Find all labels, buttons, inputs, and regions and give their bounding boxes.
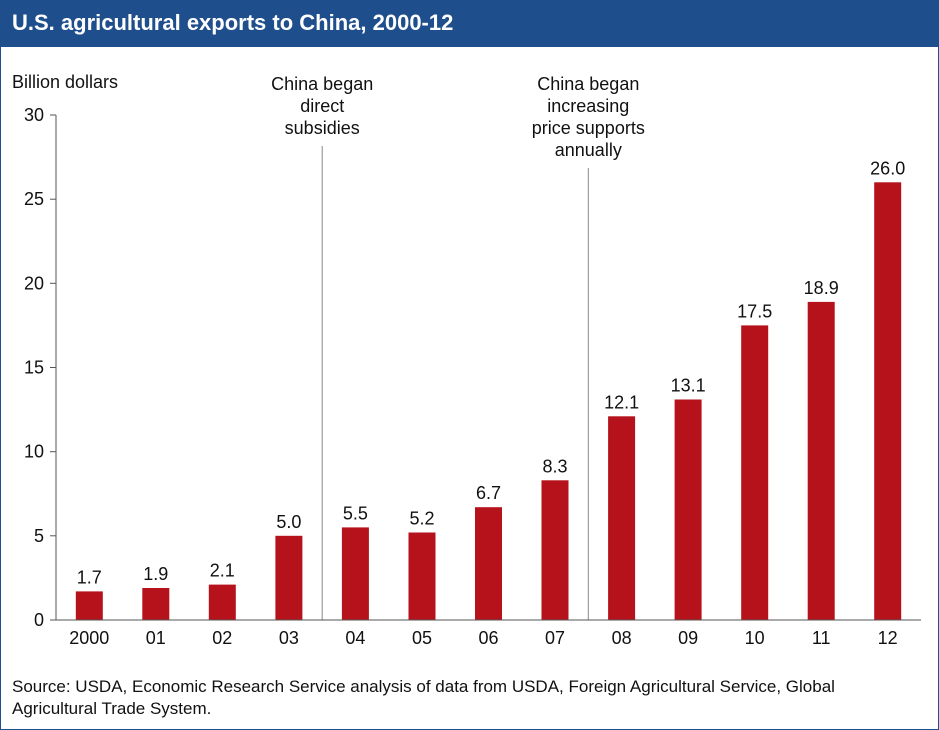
bar-value-label: 2.1 <box>210 561 235 581</box>
annotation-line: increasing <box>547 96 629 116</box>
x-tick-label: 02 <box>212 628 232 648</box>
bar-value-label: 5.0 <box>276 512 301 532</box>
x-tick-label: 12 <box>878 628 898 648</box>
bar <box>275 535 303 620</box>
bar <box>75 591 103 620</box>
x-tick-label: 06 <box>478 628 498 648</box>
source-note: Source: USDA, Economic Research Service … <box>12 677 835 718</box>
value-labels-layer: 1.7 1.9 2.1 5.0 5.5 5.2 6.7 8.3 12.1 13.1 17.5 18.9… <box>77 158 905 587</box>
bar-value-label: 26.0 <box>870 158 905 178</box>
bar <box>674 399 702 620</box>
y-tick-label: 10 <box>24 442 44 462</box>
y-tick-label: 0 <box>34 610 44 630</box>
chart-title: U.S. agricultural exports to China, 2000… <box>12 10 454 35</box>
bar <box>208 584 236 620</box>
y-tick-label: 15 <box>24 358 44 378</box>
y-tick-label: 5 <box>34 526 44 546</box>
annotation-line: price supports <box>532 118 645 138</box>
x-tick-label: 10 <box>745 628 765 648</box>
y-tick-label: 30 <box>24 105 44 125</box>
bar-value-label: 13.1 <box>671 376 706 396</box>
annotation-text: China began increasing price supports annua… <box>532 74 645 160</box>
x-tick-label: 03 <box>279 628 299 648</box>
annotation-line: China began <box>271 74 373 94</box>
bar-value-label: 1.9 <box>143 564 168 584</box>
y-tick-label: 25 <box>24 189 44 209</box>
bar <box>741 325 769 620</box>
bar <box>608 416 636 620</box>
bar-value-label: 8.3 <box>542 456 567 476</box>
x-tick-label: 04 <box>345 628 365 648</box>
bar <box>142 588 170 620</box>
x-tick-label: 01 <box>146 628 166 648</box>
bar-value-label: 1.7 <box>77 567 102 587</box>
x-tick-label: 05 <box>412 628 432 648</box>
bar-value-label: 18.9 <box>804 278 839 298</box>
annotation-text: China began direct subsidies <box>271 74 373 138</box>
x-tick-label: 11 <box>812 628 831 648</box>
bar-value-label: 5.2 <box>409 509 434 529</box>
title-bar: U.S. agricultural exports to China, 2000… <box>1 1 938 47</box>
annotation-line: China began <box>537 74 639 94</box>
bar <box>874 182 902 621</box>
x-tick-label: 08 <box>612 628 632 648</box>
bar <box>475 507 502 620</box>
bar-chart: Billion dollars China began direct subsidi… <box>12 72 921 648</box>
bar <box>408 532 436 620</box>
annotation-line: annually <box>555 140 622 160</box>
bars-layer <box>75 182 902 621</box>
bar <box>341 527 369 620</box>
y-axis-label: Billion dollars <box>12 72 118 92</box>
bar-value-label: 5.5 <box>343 503 368 523</box>
x-tick-label: 09 <box>678 628 698 648</box>
bar <box>807 301 835 620</box>
bar <box>541 480 569 620</box>
bar-value-label: 6.7 <box>476 483 501 503</box>
x-tick-label: 07 <box>545 628 565 648</box>
x-tick-label: 2000 <box>69 628 109 648</box>
bar-value-label: 17.5 <box>737 301 772 321</box>
annotation-line: direct <box>300 96 344 116</box>
y-tick-label: 20 <box>24 273 44 293</box>
bar-value-label: 12.1 <box>604 392 639 412</box>
annotation-line: subsidies <box>285 118 360 138</box>
